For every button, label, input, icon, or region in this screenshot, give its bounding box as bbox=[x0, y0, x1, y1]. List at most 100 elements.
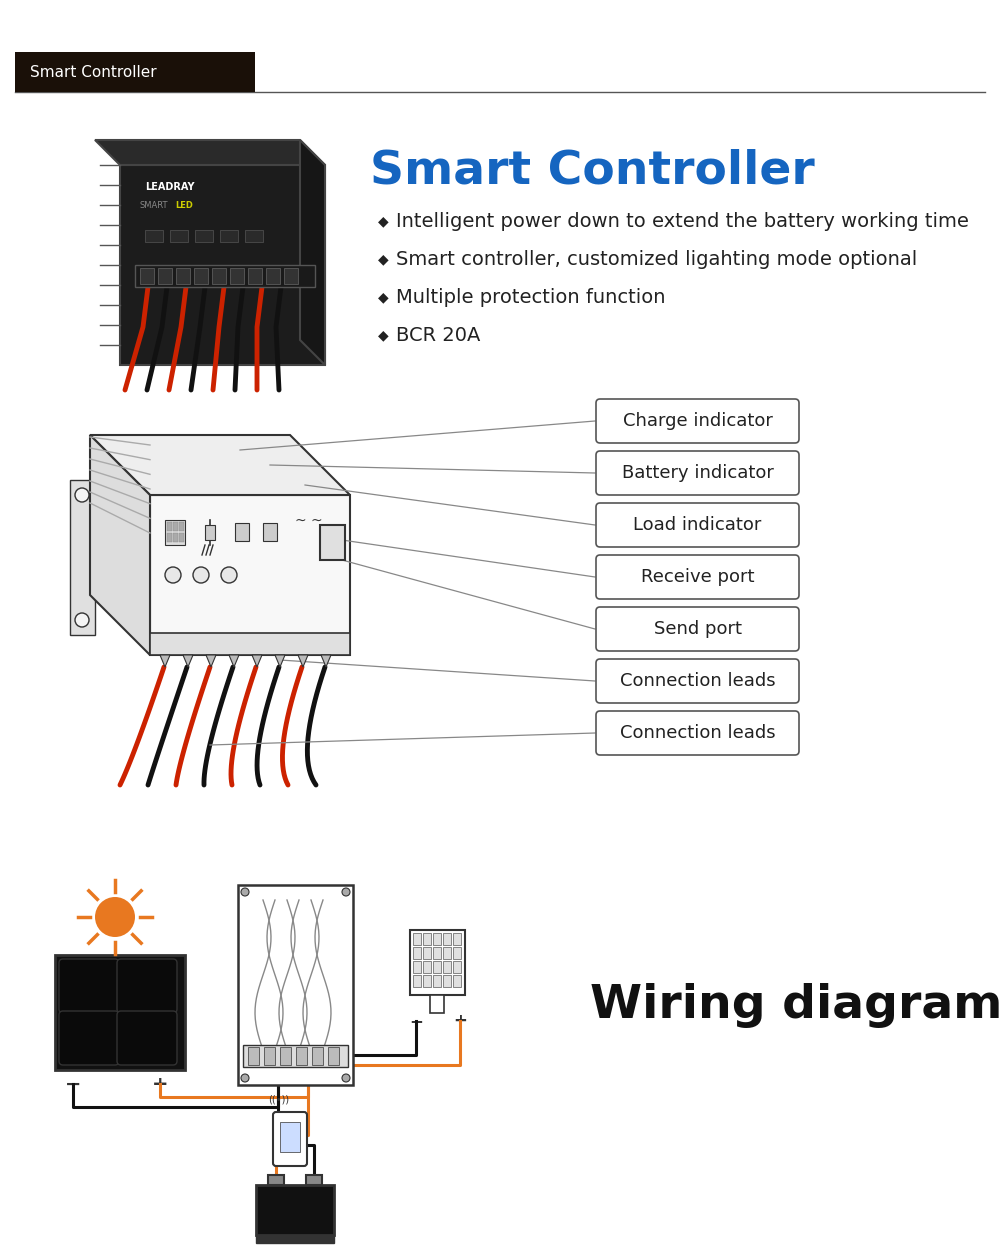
Text: ◆: ◆ bbox=[378, 328, 389, 342]
Polygon shape bbox=[300, 140, 325, 365]
Polygon shape bbox=[90, 435, 150, 655]
Circle shape bbox=[193, 568, 209, 582]
Text: LED: LED bbox=[175, 201, 193, 210]
Bar bbox=[306, 1175, 322, 1185]
Polygon shape bbox=[150, 495, 350, 655]
Bar bbox=[264, 1048, 275, 1065]
Bar bbox=[167, 522, 172, 531]
Bar bbox=[195, 230, 213, 242]
Text: −: − bbox=[409, 1013, 423, 1030]
Bar bbox=[423, 948, 431, 959]
Circle shape bbox=[75, 612, 89, 628]
Text: +: + bbox=[453, 1013, 467, 1030]
FancyBboxPatch shape bbox=[596, 659, 799, 702]
Polygon shape bbox=[206, 655, 216, 668]
Circle shape bbox=[95, 898, 135, 938]
Bar bbox=[167, 532, 172, 542]
Bar bbox=[328, 1048, 339, 1065]
FancyBboxPatch shape bbox=[596, 608, 799, 651]
FancyBboxPatch shape bbox=[59, 959, 119, 1012]
Text: −: − bbox=[306, 1204, 322, 1222]
Bar bbox=[263, 522, 277, 541]
Circle shape bbox=[342, 888, 350, 896]
Text: Receive port: Receive port bbox=[641, 568, 754, 586]
Bar bbox=[170, 230, 188, 242]
Bar bbox=[248, 268, 262, 284]
Text: Wiring diagram: Wiring diagram bbox=[590, 982, 1000, 1028]
Bar bbox=[173, 532, 178, 542]
Bar bbox=[413, 961, 421, 972]
Bar bbox=[230, 268, 244, 284]
Text: Send port: Send port bbox=[654, 620, 742, 638]
Bar bbox=[423, 961, 431, 972]
Text: ((•)): ((•)) bbox=[268, 1095, 289, 1105]
Bar bbox=[433, 961, 441, 972]
Text: Charge indicator: Charge indicator bbox=[623, 412, 772, 430]
Bar bbox=[238, 885, 353, 1085]
Bar bbox=[158, 268, 172, 284]
Bar bbox=[320, 525, 345, 560]
Bar bbox=[423, 932, 431, 945]
Bar bbox=[256, 1185, 334, 1235]
Text: Smart Controller: Smart Controller bbox=[30, 65, 157, 80]
Text: Smart Controller: Smart Controller bbox=[370, 148, 815, 192]
Text: Intelligent power down to extend the battery working time: Intelligent power down to extend the bat… bbox=[396, 213, 969, 231]
Bar bbox=[453, 932, 461, 945]
Bar bbox=[256, 1235, 334, 1242]
Circle shape bbox=[165, 568, 181, 582]
Bar bbox=[433, 948, 441, 959]
Bar bbox=[165, 520, 185, 545]
Bar bbox=[140, 268, 154, 284]
FancyBboxPatch shape bbox=[596, 399, 799, 442]
Bar bbox=[430, 995, 444, 1012]
Text: +: + bbox=[152, 1075, 168, 1094]
Bar bbox=[243, 1045, 348, 1068]
Bar bbox=[15, 52, 255, 92]
Bar bbox=[212, 268, 226, 284]
FancyBboxPatch shape bbox=[596, 555, 799, 599]
FancyBboxPatch shape bbox=[117, 1011, 177, 1065]
Circle shape bbox=[221, 568, 237, 582]
Bar bbox=[433, 932, 441, 945]
FancyBboxPatch shape bbox=[59, 1011, 119, 1065]
Text: ~: ~ bbox=[295, 514, 307, 528]
FancyBboxPatch shape bbox=[117, 959, 177, 1012]
Polygon shape bbox=[70, 480, 95, 635]
Polygon shape bbox=[229, 655, 239, 668]
Polygon shape bbox=[298, 655, 308, 668]
Bar bbox=[433, 975, 441, 988]
Circle shape bbox=[75, 488, 89, 502]
Bar bbox=[266, 268, 280, 284]
Bar bbox=[413, 932, 421, 945]
Text: Connection leads: Connection leads bbox=[620, 672, 775, 690]
Text: ◆: ◆ bbox=[378, 214, 389, 228]
Bar bbox=[296, 1048, 307, 1065]
Bar bbox=[220, 230, 238, 242]
Bar bbox=[179, 532, 184, 542]
Text: Smart controller, customized ligahting mode optional: Smart controller, customized ligahting m… bbox=[396, 250, 917, 269]
Text: +: + bbox=[268, 1204, 284, 1222]
Bar bbox=[268, 1175, 284, 1185]
Bar bbox=[179, 522, 184, 531]
Text: ◆: ◆ bbox=[378, 253, 389, 266]
Bar bbox=[453, 961, 461, 972]
Bar bbox=[443, 975, 451, 988]
Bar bbox=[173, 522, 178, 531]
Circle shape bbox=[342, 1074, 350, 1082]
Bar bbox=[135, 265, 315, 288]
FancyBboxPatch shape bbox=[596, 503, 799, 548]
Bar bbox=[280, 1048, 291, 1065]
Text: ◆: ◆ bbox=[378, 290, 389, 304]
Bar bbox=[55, 955, 185, 1070]
Bar bbox=[248, 1048, 259, 1065]
Bar bbox=[453, 948, 461, 959]
Bar bbox=[284, 268, 298, 284]
Bar bbox=[423, 975, 431, 988]
Text: −: − bbox=[65, 1075, 81, 1094]
Polygon shape bbox=[90, 435, 350, 495]
Circle shape bbox=[241, 888, 249, 896]
Circle shape bbox=[241, 1074, 249, 1082]
Text: SMART: SMART bbox=[140, 201, 168, 210]
Polygon shape bbox=[183, 655, 193, 668]
Polygon shape bbox=[160, 655, 170, 668]
